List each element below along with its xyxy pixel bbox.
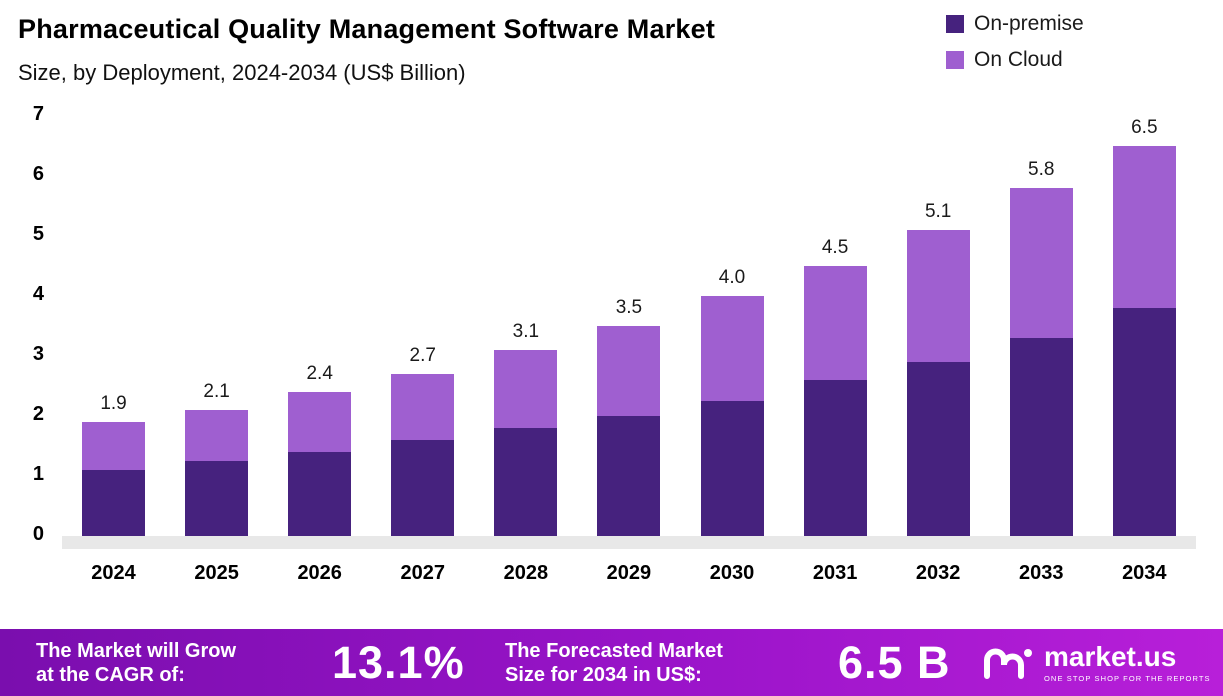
brand-name: market.us bbox=[1044, 640, 1177, 672]
legend-label-on-cloud: On Cloud bbox=[974, 48, 1063, 71]
segment-on-cloud-2026 bbox=[288, 392, 352, 452]
bar-total-label-2026: 2.4 bbox=[306, 363, 333, 384]
segment-on-premise-2025 bbox=[185, 461, 249, 536]
segment-on-premise-2030 bbox=[700, 401, 764, 536]
x-label-2026: 2026 bbox=[297, 562, 342, 584]
segment-on-premise-2034 bbox=[1112, 308, 1176, 536]
segment-on-premise-2029 bbox=[597, 416, 661, 536]
y-tick-3: 3 bbox=[32, 343, 44, 365]
bar-total-label-2024: 1.9 bbox=[100, 393, 127, 414]
bar-total-label-2030: 4.0 bbox=[718, 267, 746, 288]
segment-on-premise-2024 bbox=[82, 470, 146, 536]
bar-2034: 6.5 bbox=[1112, 116, 1176, 536]
segment-on-cloud-2025 bbox=[185, 410, 249, 461]
legend-label-on-premise: On-premise bbox=[974, 12, 1084, 35]
cagr-label: The Market will Grow at the CAGR of: bbox=[36, 639, 237, 686]
bars-row: 1.9 2.1 2.4 2.7 3.1 3.5 4.0 4.5 5.1 5.8 6.5 bbox=[62, 116, 1196, 536]
bar-2027: 2.7 bbox=[391, 116, 455, 536]
x-label-2029: 2029 bbox=[606, 562, 652, 584]
legend-item-on-cloud: On Cloud bbox=[946, 48, 1084, 72]
bar-2025: 2.1 bbox=[185, 116, 249, 536]
plot-area: 1.9 2.1 2.4 2.7 3.1 3.5 4.0 4.5 5.1 5.8 6.5 bbox=[62, 116, 1196, 536]
bar-total-label-2032: 5.1 bbox=[924, 201, 952, 222]
legend-item-on-premise: On-premise bbox=[946, 12, 1084, 36]
forecast-value: 6.5 B bbox=[838, 636, 951, 688]
x-label-2024: 2024 bbox=[91, 562, 136, 584]
bar-2032: 5.1 bbox=[906, 116, 970, 536]
on-premise-swatch-icon bbox=[946, 15, 964, 33]
y-tick-0: 0 bbox=[32, 523, 44, 545]
forecast-label: The Forecasted Market Size for 2034 in U… bbox=[505, 639, 723, 686]
market-us-logo-icon bbox=[984, 648, 1032, 679]
chart-subtitle: Size, by Deployment, 2024-2034 (US$ Bill… bbox=[18, 60, 466, 85]
segment-on-premise-2027 bbox=[391, 440, 455, 536]
x-label-2033: 2033 bbox=[1018, 562, 1064, 584]
bar-2028: 3.1 bbox=[494, 116, 558, 536]
bar-total-label-2025: 2.1 bbox=[203, 381, 230, 402]
bar-total-label-2028: 3.1 bbox=[512, 321, 540, 342]
x-label-2025: 2025 bbox=[194, 562, 239, 584]
bar-2026: 2.4 bbox=[288, 116, 352, 536]
segment-on-cloud-2030 bbox=[700, 296, 764, 401]
cagr-value: 13.1% bbox=[332, 636, 465, 688]
x-label-2032: 2032 bbox=[915, 562, 961, 584]
y-tick-4: 4 bbox=[32, 283, 44, 305]
bar-2029: 3.5 bbox=[597, 116, 661, 536]
y-tick-7: 7 bbox=[32, 103, 44, 125]
x-label-2027: 2027 bbox=[400, 562, 446, 584]
segment-on-cloud-2032 bbox=[906, 230, 970, 362]
bar-total-label-2031: 4.5 bbox=[821, 237, 849, 258]
chart-title: Pharmaceutical Quality Management Softwa… bbox=[18, 14, 716, 44]
x-axis-baseline bbox=[62, 536, 1196, 549]
y-axis: 0 1 2 3 4 5 6 7 bbox=[10, 103, 52, 545]
x-axis-labels: 2024 2025 2026 2027 2028 2029 2030 2031 2032 2033… bbox=[62, 562, 1196, 585]
bar-total-label-2027: 2.7 bbox=[409, 345, 436, 366]
x-label-2034: 2034 bbox=[1122, 562, 1167, 584]
segment-on-cloud-2031 bbox=[803, 266, 867, 380]
y-tick-2: 2 bbox=[32, 403, 44, 425]
segment-on-cloud-2027 bbox=[391, 374, 455, 440]
x-label-2028: 2028 bbox=[503, 562, 549, 584]
legend: On-premise On Cloud bbox=[946, 12, 1084, 72]
segment-on-premise-2031 bbox=[803, 380, 867, 536]
segment-on-premise-2033 bbox=[1009, 338, 1073, 536]
segment-on-premise-2026 bbox=[288, 452, 352, 536]
x-label-2031: 2031 bbox=[812, 562, 858, 584]
segment-on-cloud-2024 bbox=[82, 422, 146, 470]
bar-total-label-2033: 5.8 bbox=[1028, 159, 1055, 180]
segment-on-cloud-2033 bbox=[1009, 188, 1073, 338]
segment-on-premise-2028 bbox=[494, 428, 558, 536]
bar-2024: 1.9 bbox=[82, 116, 146, 536]
y-tick-6: 6 bbox=[32, 163, 44, 185]
brand-logo: market.us One Stop Shop For The Reports bbox=[982, 640, 1211, 683]
segment-on-cloud-2034 bbox=[1112, 146, 1176, 308]
segment-on-premise-2032 bbox=[906, 362, 970, 536]
bar-2030: 4.0 bbox=[700, 116, 764, 536]
bar-total-label-2029: 3.5 bbox=[615, 297, 643, 318]
footer-banner: The Market will Grow at the CAGR of: 13.… bbox=[0, 629, 1223, 696]
bar-2033: 5.8 bbox=[1009, 116, 1073, 536]
on-cloud-swatch-icon bbox=[946, 51, 964, 69]
bar-total-label-2034: 6.5 bbox=[1131, 117, 1158, 138]
segment-on-cloud-2029 bbox=[597, 326, 661, 416]
bar-2031: 4.5 bbox=[803, 116, 867, 536]
x-label-2030: 2030 bbox=[709, 562, 755, 584]
segment-on-cloud-2028 bbox=[494, 350, 558, 428]
y-tick-5: 5 bbox=[32, 223, 44, 245]
y-tick-1: 1 bbox=[32, 463, 44, 485]
brand-tagline: One Stop Shop For The Reports bbox=[1044, 673, 1211, 683]
